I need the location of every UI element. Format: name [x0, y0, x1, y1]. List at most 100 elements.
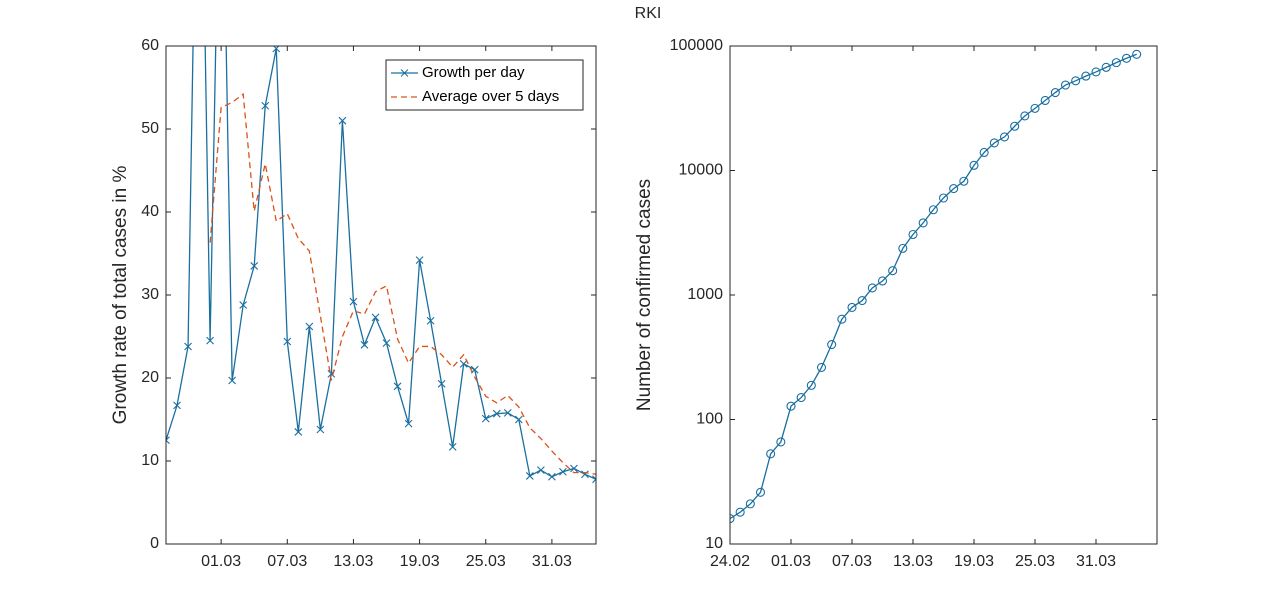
marker [796, 393, 806, 403]
marker [404, 419, 413, 428]
plot-area [166, 46, 596, 544]
x-tick-label: 13.03 [333, 553, 373, 570]
marker [415, 256, 424, 265]
line [166, 46, 596, 480]
y-tick-label: 10 [141, 452, 159, 469]
marker [548, 472, 556, 481]
y-tick-label: 20 [141, 369, 159, 386]
marker [730, 514, 735, 524]
marker [755, 487, 766, 497]
marker [1132, 49, 1142, 59]
marker [173, 401, 181, 410]
figure-title: RKI [635, 5, 662, 22]
marker [888, 266, 898, 276]
line [209, 92, 596, 475]
marker [1121, 53, 1132, 63]
y-tick-label: 30 [141, 286, 159, 303]
x-tick-label: 01.03 [771, 553, 811, 570]
marker [570, 464, 578, 473]
marker [816, 362, 827, 372]
y-tick-label: 10 [705, 535, 723, 552]
marker [338, 116, 347, 125]
marker [581, 470, 589, 479]
marker [437, 379, 446, 388]
marker [1050, 87, 1060, 98]
marker [166, 436, 170, 445]
marker [448, 443, 457, 451]
x-tick-label: 19.03 [400, 553, 440, 570]
marker [592, 475, 596, 484]
series [730, 49, 1142, 524]
marker [1081, 71, 1091, 81]
x-tick-label: 01.03 [201, 553, 241, 570]
marker [827, 339, 837, 350]
marker [949, 184, 959, 194]
marker [206, 336, 214, 345]
marker [492, 409, 501, 418]
marker [559, 467, 567, 476]
marker [766, 449, 776, 459]
marker [938, 193, 949, 203]
plot-area [730, 46, 1157, 544]
legend-marker [400, 69, 409, 77]
marker [382, 339, 391, 348]
marker [536, 466, 545, 475]
y-tick-label: 10000 [679, 162, 724, 179]
marker [1020, 111, 1030, 121]
marker [393, 382, 402, 391]
marker [349, 297, 358, 306]
marker [503, 408, 512, 417]
marker [1040, 95, 1050, 106]
marker [360, 340, 369, 349]
marker [847, 302, 857, 312]
x-tick-label: 07.03 [267, 553, 307, 570]
marker [1060, 80, 1071, 90]
marker [481, 414, 490, 423]
axes: 0 10 20 30 40 50 60 01.03 07.03 13.03 19.03 25.03 31… [110, 37, 597, 570]
x-tick-label: 07.03 [832, 553, 872, 570]
marker [316, 425, 325, 434]
marker [786, 401, 796, 411]
series [166, 46, 596, 484]
axes-box [165, 45, 597, 545]
marker [735, 507, 745, 517]
marker [806, 380, 816, 390]
marker [261, 101, 270, 110]
y-tick-label: 60 [141, 37, 159, 54]
marker [969, 160, 979, 170]
marker [867, 283, 877, 293]
x-tick-label: 19.03 [954, 553, 994, 570]
marker [857, 296, 867, 306]
y-axis-label: Growth rate of total cases in % [110, 166, 131, 425]
x-tick-label: 13.03 [893, 553, 933, 570]
marker [184, 342, 192, 351]
marker [908, 229, 918, 240]
marker [371, 313, 380, 322]
marker [776, 437, 786, 447]
marker [1071, 76, 1081, 86]
marker [228, 376, 237, 385]
marker [1010, 121, 1020, 131]
marker [999, 132, 1010, 142]
axes-box [729, 45, 1158, 545]
marker [426, 316, 435, 325]
marker [837, 314, 847, 324]
y-tick-label: 50 [141, 120, 159, 137]
y-tick-label: 1000 [687, 286, 723, 303]
y-tick-label: 0 [150, 535, 159, 552]
x-tick-label: 31.03 [532, 553, 572, 570]
marker [959, 176, 969, 186]
marker [305, 322, 314, 331]
legend-box [385, 59, 584, 111]
x-tick-label: 31.03 [1076, 553, 1116, 570]
marker [514, 415, 523, 424]
marker [928, 205, 938, 215]
legend-label: Growth per day [422, 64, 525, 81]
marker [918, 218, 928, 228]
marker [294, 428, 303, 436]
x-tick-label: 25.03 [1015, 553, 1055, 570]
marker [1111, 58, 1121, 68]
legend-label: Average over 5 days [422, 88, 559, 105]
marker [1101, 62, 1111, 72]
